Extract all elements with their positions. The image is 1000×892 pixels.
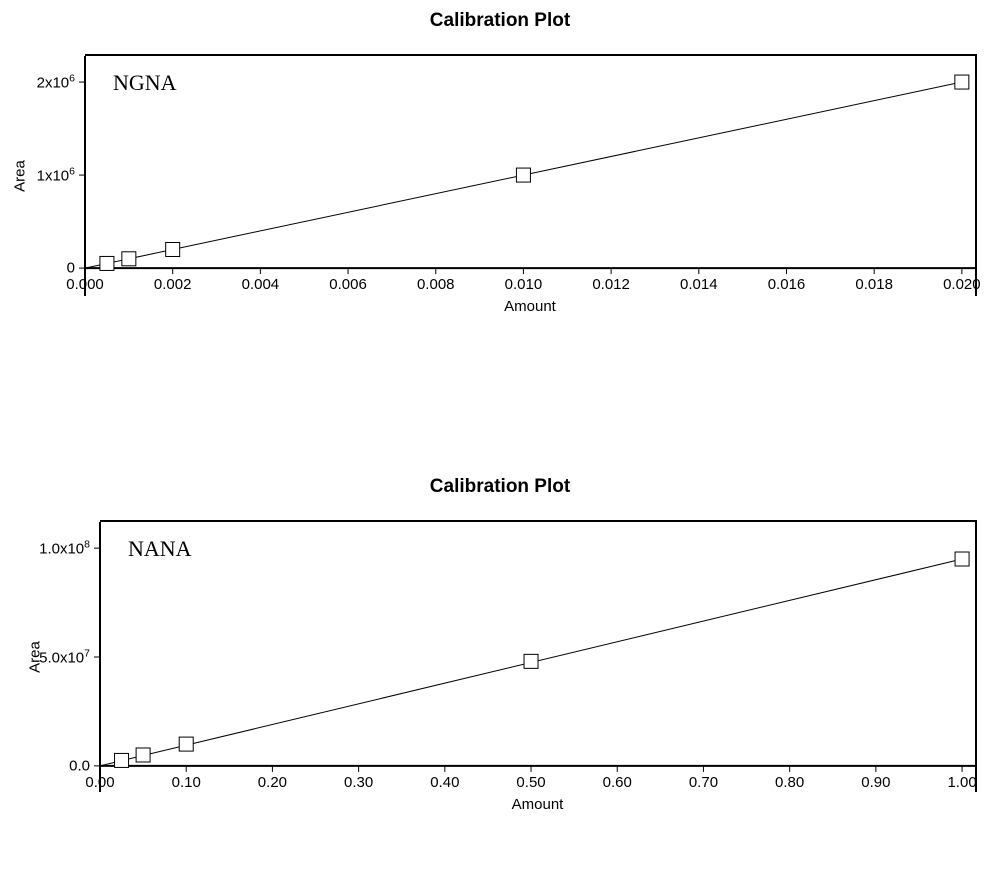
- plot-area: NGNA 0.0000.0020.0040.0060.0080.0100.012…: [85, 54, 977, 296]
- x-tick-label: 0.016: [768, 276, 806, 293]
- x-tick-label: 0.018: [855, 276, 893, 293]
- plot-svg: [100, 522, 975, 792]
- x-tick-label: 0.020: [943, 276, 981, 293]
- x-tick-label: 0.20: [258, 774, 287, 791]
- chart-ngna: Calibration Plot NGNA 0.0000.0020.0040.0…: [0, 2, 1000, 36]
- x-axis-label: Amount: [504, 298, 556, 315]
- x-tick-label: 0.70: [689, 774, 718, 791]
- x-tick-label: 0.014: [680, 276, 718, 293]
- plot-area: NANA 0.000.100.200.300.400.500.600.700.8…: [100, 520, 977, 792]
- x-axis-label: Amount: [512, 796, 564, 813]
- x-tick-label: 0.006: [329, 276, 367, 293]
- y-tick-label: 5.0x107: [39, 648, 90, 667]
- x-tick-label: 0.60: [603, 774, 632, 791]
- x-tick-label: 0.012: [592, 276, 630, 293]
- x-tick-label: 0.50: [516, 774, 545, 791]
- y-tick-label: 0: [67, 260, 75, 277]
- y-axis-label: Area: [27, 641, 44, 673]
- y-tick-label: 2x106: [37, 73, 75, 92]
- chart-title: Calibration Plot: [0, 2, 1000, 36]
- series-label: NGNA: [113, 70, 177, 96]
- chart-title: Calibration Plot: [0, 468, 1000, 502]
- x-tick-label: 0.30: [344, 774, 373, 791]
- plot-svg: [85, 56, 975, 296]
- x-tick-label: 0.010: [505, 276, 543, 293]
- chart-nana: Calibration Plot NANA 0.000.100.200.300.…: [0, 468, 1000, 502]
- y-axis-label: Area: [12, 160, 29, 192]
- x-tick-label: 0.002: [154, 276, 192, 293]
- y-tick-label: 1x106: [37, 166, 75, 185]
- x-tick-label: 0.004: [242, 276, 280, 293]
- x-tick-label: 0.00: [85, 774, 114, 791]
- x-tick-label: 0.008: [417, 276, 455, 293]
- x-tick-label: 0.40: [430, 774, 459, 791]
- y-tick-label: 1.0x108: [39, 539, 90, 558]
- x-tick-label: 0.80: [775, 774, 804, 791]
- series-label: NANA: [128, 536, 192, 562]
- x-tick-label: 0.10: [172, 774, 201, 791]
- y-tick-label: 0.0: [69, 757, 90, 774]
- x-tick-label: 0.000: [66, 276, 104, 293]
- x-tick-label: 1.00: [947, 774, 976, 791]
- x-tick-label: 0.90: [861, 774, 890, 791]
